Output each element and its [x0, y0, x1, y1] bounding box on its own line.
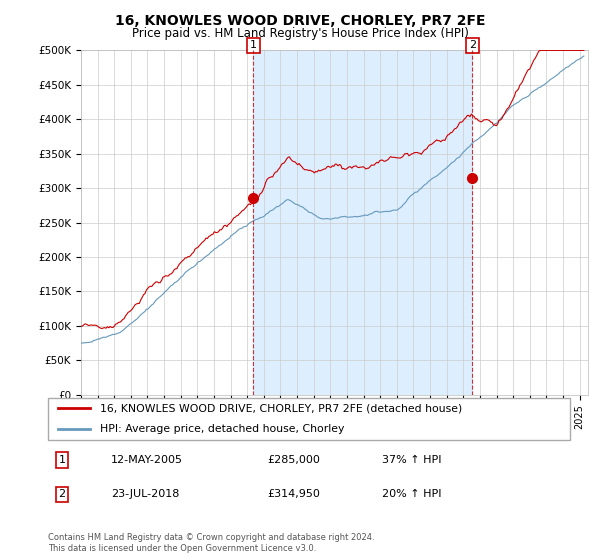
Text: 37% ↑ HPI: 37% ↑ HPI [382, 455, 442, 465]
Text: 2: 2 [58, 489, 65, 500]
Text: 12-MAY-2005: 12-MAY-2005 [110, 455, 182, 465]
Text: HPI: Average price, detached house, Chorley: HPI: Average price, detached house, Chor… [100, 424, 344, 434]
Bar [253, 50, 472, 395]
Text: 1: 1 [250, 40, 257, 50]
Text: 1: 1 [58, 455, 65, 465]
Text: 20% ↑ HPI: 20% ↑ HPI [382, 489, 442, 500]
Text: Price paid vs. HM Land Registry's House Price Index (HPI): Price paid vs. HM Land Registry's House … [131, 27, 469, 40]
Text: 2: 2 [469, 40, 476, 50]
Text: 16, KNOWLES WOOD DRIVE, CHORLEY, PR7 2FE (detached house): 16, KNOWLES WOOD DRIVE, CHORLEY, PR7 2FE… [100, 403, 463, 413]
FancyBboxPatch shape [48, 398, 570, 440]
Text: £285,000: £285,000 [267, 455, 320, 465]
Text: 16, KNOWLES WOOD DRIVE, CHORLEY, PR7 2FE: 16, KNOWLES WOOD DRIVE, CHORLEY, PR7 2FE [115, 14, 485, 28]
Text: 23-JUL-2018: 23-JUL-2018 [110, 489, 179, 500]
Text: Contains HM Land Registry data © Crown copyright and database right 2024.
This d: Contains HM Land Registry data © Crown c… [48, 533, 374, 553]
Text: £314,950: £314,950 [267, 489, 320, 500]
